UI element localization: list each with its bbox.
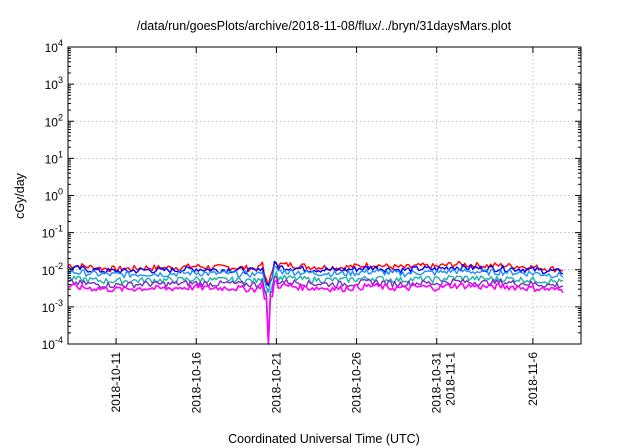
series-line [67,280,564,345]
x-tick-label: 2018-11-1 [444,352,458,406]
x-tick-label: 2018-10-21 [269,352,283,414]
x-tick-label: 2018-10-26 [350,352,364,414]
y-tick-label: 100 [45,187,63,204]
x-tick-label: 2018-10-31 [430,352,444,414]
x-tick-label: 2018-10-11 [109,352,123,413]
y-axis-label: cGy/day [13,172,27,219]
series-line [67,271,564,345]
y-tick-label: 10-1 [42,224,63,241]
x-tick-label: 2018-11-6 [526,352,540,406]
y-tick-label: 10-4 [42,335,63,352]
ticks: 10-4 10-3 10-2 10-1 100 101 102 103 104 2018-10-1… [42,38,581,413]
y-tick-label: 10-2 [42,261,63,278]
x-tick-label: 2018-10-16 [189,352,203,414]
y-tick-label: 102 [45,112,63,129]
y-tick-label: 103 [45,75,63,92]
chart-title: /data/run/goesPlots/archive/2018-11-08/f… [137,19,512,33]
y-tick-label: 101 [45,149,63,166]
series-line [67,260,564,287]
grid [68,47,581,344]
series-group [67,260,564,345]
series-line [67,275,564,345]
y-tick-label: 104 [45,38,63,55]
series-line [67,265,564,293]
x-axis-label: Coordinated Universal Time (UTC) [228,432,420,446]
y-tick-label: 10-3 [42,298,63,315]
series-line [67,260,564,286]
